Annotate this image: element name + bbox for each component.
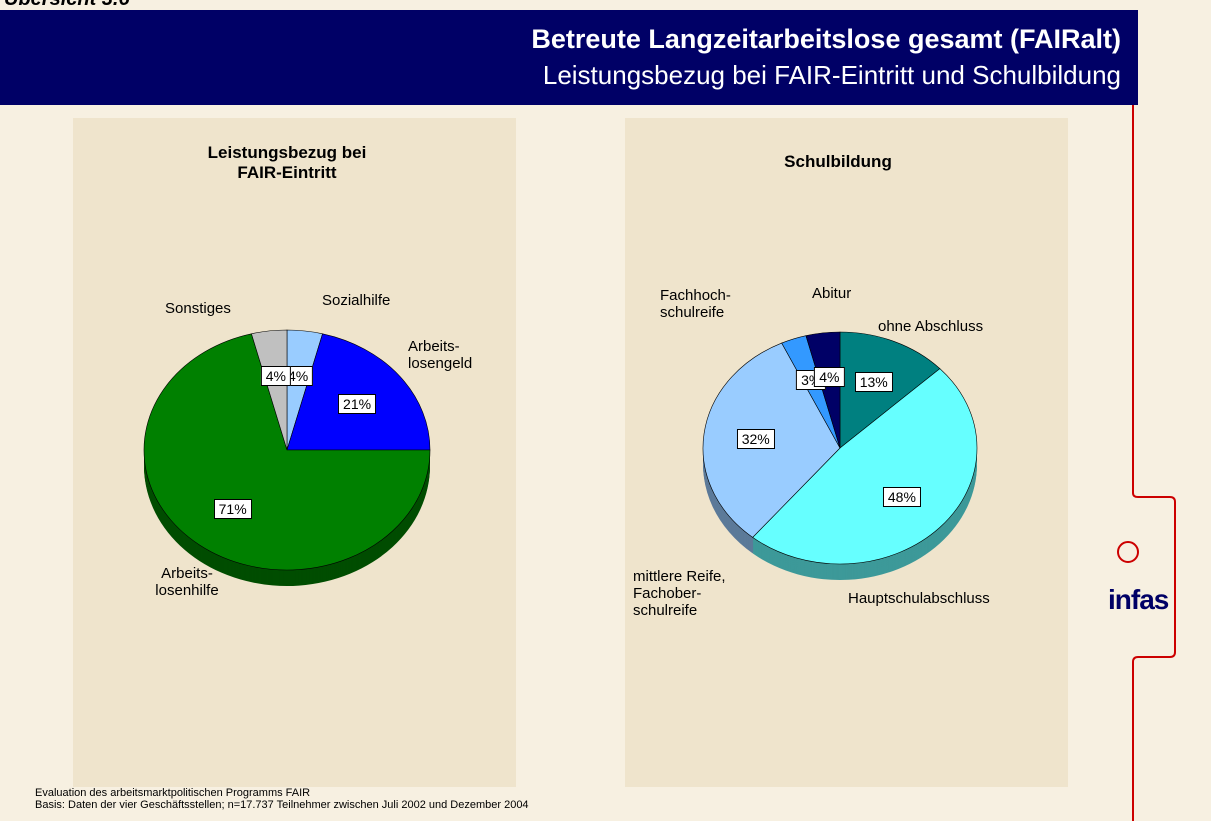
chart-title: Schulbildung: [784, 152, 892, 171]
category-label: Sonstiges: [165, 300, 231, 317]
value-label: 4%: [814, 366, 845, 387]
category-label: Arbeits- losenhilfe: [155, 565, 219, 599]
slice: [251, 329, 288, 451]
value-label: 21%: [338, 394, 377, 415]
header-band: [0, 10, 1138, 105]
footer: Basis: Daten der vier Geschäftsstellen; …: [35, 799, 529, 811]
footer: Evaluation des arbeitsmarktpolitischen P…: [35, 787, 311, 799]
category-label: Arbeits- losengeld: [408, 338, 473, 372]
slice: [752, 368, 978, 565]
value-label: 71%: [213, 498, 252, 519]
subtitle: Leistungsbezug bei FAIR-Eintritt und Sch…: [542, 60, 1121, 90]
value-label: 4%: [260, 366, 291, 387]
title: Betreute Langzeitarbeitslose gesamt (FAI…: [531, 24, 1121, 54]
decor-line: [1132, 105, 1176, 821]
slice: [286, 333, 431, 451]
category-label: ohne Abschluss: [878, 318, 984, 335]
category-label: Fachhoch- schulreife: [660, 287, 731, 321]
category-label: mittlere Reife, Fachober- schulreife: [633, 568, 726, 619]
category-label: Hauptschulabschluss: [848, 590, 990, 607]
logo-icon: [1117, 541, 1139, 563]
value-label: 48%: [882, 487, 921, 508]
chart-title: Leistungsbezug bei FAIR-Eintritt: [207, 143, 367, 182]
value-label: 32%: [736, 428, 775, 449]
slide-label: Übersicht 3.6: [4, 0, 130, 11]
category-label: Sozialhilfe: [322, 292, 391, 309]
category-label: Abitur: [812, 285, 852, 302]
value-label: 13%: [854, 371, 893, 392]
logo: infas: [1108, 584, 1169, 615]
